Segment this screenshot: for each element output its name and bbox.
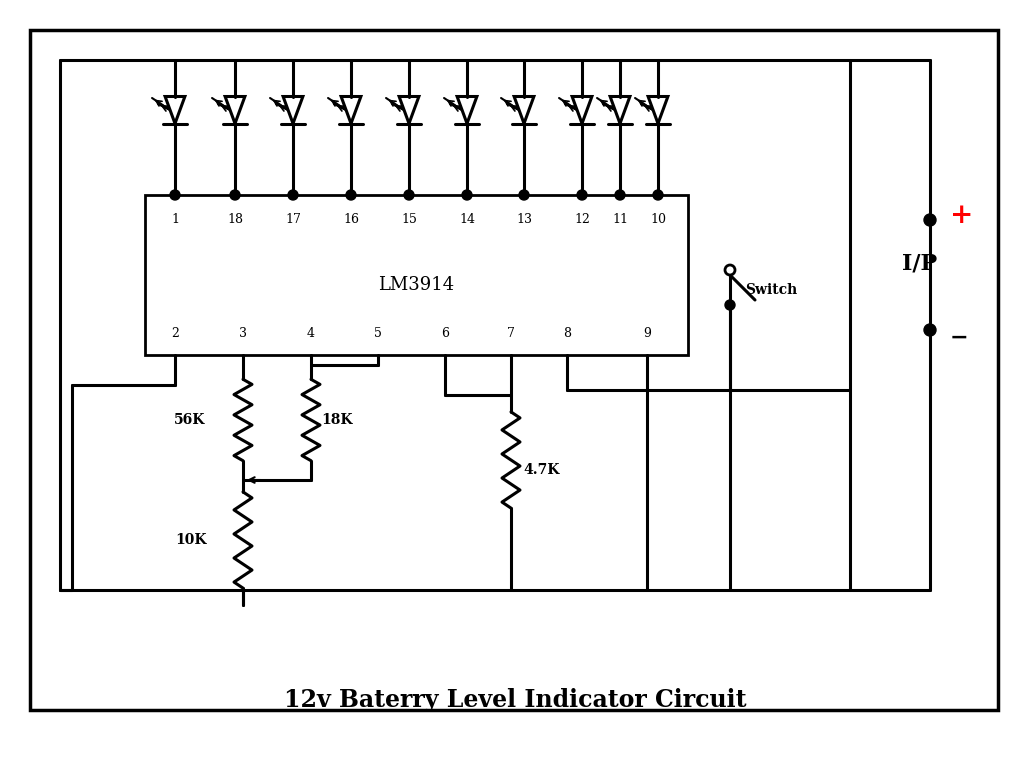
- Text: 15: 15: [401, 213, 417, 226]
- Circle shape: [170, 190, 180, 200]
- Text: 18K: 18K: [321, 413, 352, 427]
- Circle shape: [615, 190, 625, 200]
- Text: 2: 2: [171, 327, 179, 340]
- Text: 18: 18: [227, 213, 243, 226]
- Text: 8: 8: [563, 327, 571, 340]
- Text: 7: 7: [507, 327, 515, 340]
- Circle shape: [924, 324, 936, 336]
- Circle shape: [725, 300, 735, 310]
- FancyBboxPatch shape: [30, 30, 998, 710]
- Text: 14: 14: [459, 213, 475, 226]
- Text: 56K: 56K: [173, 413, 205, 427]
- Text: 10: 10: [650, 213, 666, 226]
- Text: LM3914: LM3914: [378, 276, 454, 294]
- Circle shape: [288, 190, 298, 200]
- Text: 16: 16: [343, 213, 359, 226]
- Text: 4.7K: 4.7K: [523, 463, 559, 477]
- Text: 6: 6: [441, 327, 449, 340]
- Text: 11: 11: [612, 213, 628, 226]
- Bar: [145, 195, 688, 355]
- Text: 17: 17: [285, 213, 301, 226]
- Circle shape: [653, 190, 663, 200]
- Circle shape: [346, 190, 356, 200]
- Circle shape: [519, 190, 529, 200]
- Text: 1: 1: [171, 213, 179, 226]
- Circle shape: [230, 190, 240, 200]
- Text: −: −: [950, 327, 968, 349]
- Circle shape: [462, 190, 472, 200]
- Text: 12v Baterry Level Indicator Circuit: 12v Baterry Level Indicator Circuit: [283, 688, 747, 712]
- Text: 10K: 10K: [175, 533, 207, 547]
- Text: I/P: I/P: [902, 252, 937, 274]
- Text: 13: 13: [516, 213, 533, 226]
- Text: 12: 12: [574, 213, 590, 226]
- Text: 5: 5: [374, 327, 382, 340]
- Text: 9: 9: [643, 327, 651, 340]
- Text: 3: 3: [239, 327, 247, 340]
- Circle shape: [577, 190, 587, 200]
- Text: 4: 4: [307, 327, 315, 340]
- Circle shape: [725, 265, 735, 275]
- Circle shape: [404, 190, 414, 200]
- Text: +: +: [950, 201, 973, 229]
- Circle shape: [924, 214, 936, 226]
- Text: Switch: Switch: [745, 283, 797, 297]
